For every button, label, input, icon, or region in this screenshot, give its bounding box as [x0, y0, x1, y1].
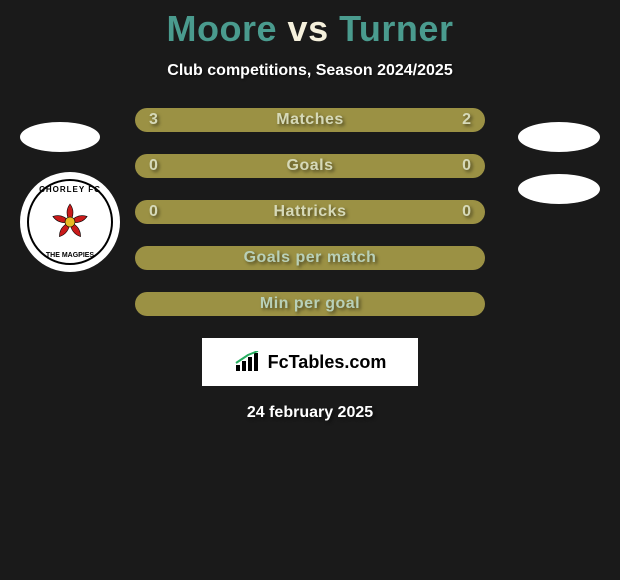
rose-icon: [48, 200, 92, 244]
stat-left-value: 0: [149, 157, 158, 175]
stat-label: Min per goal: [260, 295, 360, 313]
stat-label: Goals per match: [244, 249, 377, 267]
stat-label: Goals: [287, 157, 334, 175]
stat-row: 0 Goals 0: [135, 154, 485, 178]
comparison-card: Moore vs Turner Club competitions, Seaso…: [0, 0, 620, 422]
player1-club-badge: CHORLEY FC THE MAGPIES: [20, 172, 120, 272]
subtitle: Club competitions, Season 2024/2025: [0, 62, 620, 80]
stat-label: Matches: [276, 111, 344, 129]
stat-row: 3 Matches 2: [135, 108, 485, 132]
stat-right-value: 0: [462, 203, 471, 221]
player2-name: Turner: [339, 8, 453, 49]
stat-row: Goals per match: [135, 246, 485, 270]
stat-row: 0 Hattricks 0: [135, 200, 485, 224]
player1-avatar: [20, 122, 100, 152]
player2-club-placeholder: [518, 174, 600, 204]
stat-label: Hattricks: [274, 203, 347, 221]
player2-avatar: [518, 122, 600, 152]
stat-right-value: 2: [462, 111, 471, 129]
stat-left-value: 0: [149, 203, 158, 221]
site-logo: FcTables.com: [202, 338, 418, 386]
logo-text: FcTables.com: [268, 352, 387, 373]
chart-icon: [234, 351, 262, 373]
date: 24 february 2025: [0, 404, 620, 422]
page-title: Moore vs Turner: [0, 8, 620, 50]
club-name: CHORLEY FC: [39, 185, 101, 194]
player1-name: Moore: [167, 8, 278, 49]
club-badge-inner: CHORLEY FC THE MAGPIES: [27, 179, 113, 265]
stat-row: Min per goal: [135, 292, 485, 316]
stat-right-value: 0: [462, 157, 471, 175]
vs-text: vs: [288, 8, 329, 49]
stat-left-value: 3: [149, 111, 158, 129]
club-nickname: THE MAGPIES: [46, 252, 94, 259]
